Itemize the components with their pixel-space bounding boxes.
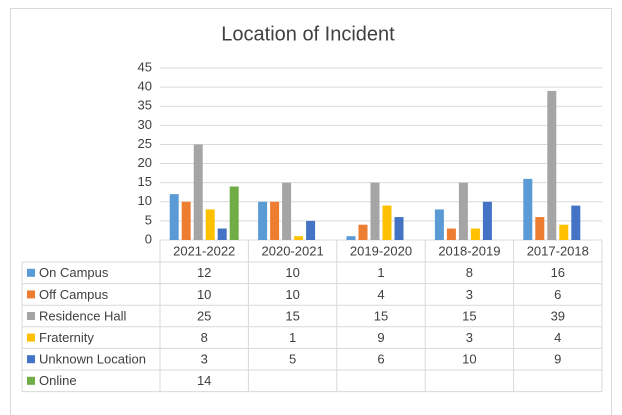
bar — [470, 228, 480, 240]
table-cell: 9 — [554, 352, 561, 367]
legend-key — [27, 376, 35, 385]
legend-label: On Campus — [39, 265, 109, 280]
bar — [306, 220, 316, 240]
bar — [523, 178, 533, 240]
table-cell: 1 — [377, 265, 384, 280]
y-tick-label: 45 — [138, 59, 152, 74]
y-tick-label: 0 — [145, 231, 152, 246]
table-cell: 6 — [554, 287, 561, 302]
bar — [370, 182, 380, 240]
x-tick-label: 2017-2018 — [527, 243, 589, 258]
legend-label: Fraternity — [39, 330, 94, 345]
legend-label: Residence Hall — [39, 308, 127, 323]
table-cell: 1 — [289, 330, 296, 345]
bar — [394, 217, 404, 240]
legend-label: Unknown Location — [39, 352, 146, 367]
table-cell: 6 — [377, 352, 384, 367]
table-cell: 10 — [462, 352, 476, 367]
y-tick-label: 25 — [138, 136, 152, 151]
table-cell: 39 — [551, 308, 565, 323]
bar — [181, 201, 191, 240]
bar — [571, 205, 581, 240]
bar — [358, 224, 368, 240]
legend-label: Online — [39, 373, 77, 388]
y-tick-label: 30 — [138, 117, 152, 132]
x-tick-label: 2018-2019 — [438, 243, 500, 258]
y-tick-label: 10 — [138, 193, 152, 208]
table-cell: 3 — [201, 352, 208, 367]
y-tick-label: 15 — [138, 174, 152, 189]
table-cell: 5 — [289, 352, 296, 367]
legend-key — [27, 355, 35, 364]
bar — [346, 236, 356, 240]
bar — [559, 224, 569, 240]
table-cell: 8 — [201, 330, 208, 345]
bar — [217, 228, 227, 240]
table-cell: 4 — [377, 287, 384, 302]
bar — [482, 201, 492, 240]
bar — [169, 194, 179, 240]
table-cell: 3 — [466, 287, 473, 302]
bar — [270, 201, 280, 240]
table-cell: 8 — [466, 265, 473, 280]
chart-frame — [10, 8, 612, 415]
bar — [535, 217, 545, 240]
table-cell: 4 — [554, 330, 561, 345]
legend-key — [27, 333, 35, 342]
legend-label: Off Campus — [39, 287, 109, 302]
x-tick-label: 2019-2020 — [350, 243, 412, 258]
bar — [434, 209, 444, 240]
table-cell: 25 — [197, 308, 211, 323]
table-cell: 15 — [462, 308, 476, 323]
table-cell: 10 — [285, 287, 299, 302]
bar — [294, 236, 304, 240]
bar — [547, 90, 557, 240]
table-cell: 10 — [285, 265, 299, 280]
y-tick-label: 40 — [138, 79, 152, 94]
table-cell: 9 — [377, 330, 384, 345]
legend-key — [27, 312, 35, 320]
bar — [446, 228, 456, 240]
table-cell: 15 — [374, 308, 388, 323]
table-cell: 10 — [197, 287, 211, 302]
table-cell: 12 — [197, 265, 211, 280]
x-tick-label: 2021-2022 — [173, 243, 235, 258]
table-cell: 3 — [466, 330, 473, 345]
bar — [282, 182, 292, 240]
chart-title: Location of Incident — [221, 23, 395, 45]
y-tick-label: 20 — [138, 155, 152, 170]
bar — [382, 205, 392, 240]
table-cell: 15 — [285, 308, 299, 323]
bar — [193, 144, 203, 240]
bar — [458, 182, 468, 240]
bar — [205, 209, 215, 240]
bar — [229, 186, 239, 240]
table-cell: 16 — [551, 265, 565, 280]
table-cell: 14 — [197, 373, 211, 388]
legend-key — [27, 290, 35, 299]
bar — [258, 201, 268, 240]
x-tick-label: 2020-2021 — [262, 243, 324, 258]
y-tick-label: 35 — [138, 98, 152, 113]
y-tick-label: 5 — [145, 212, 152, 227]
legend-key — [27, 268, 35, 277]
